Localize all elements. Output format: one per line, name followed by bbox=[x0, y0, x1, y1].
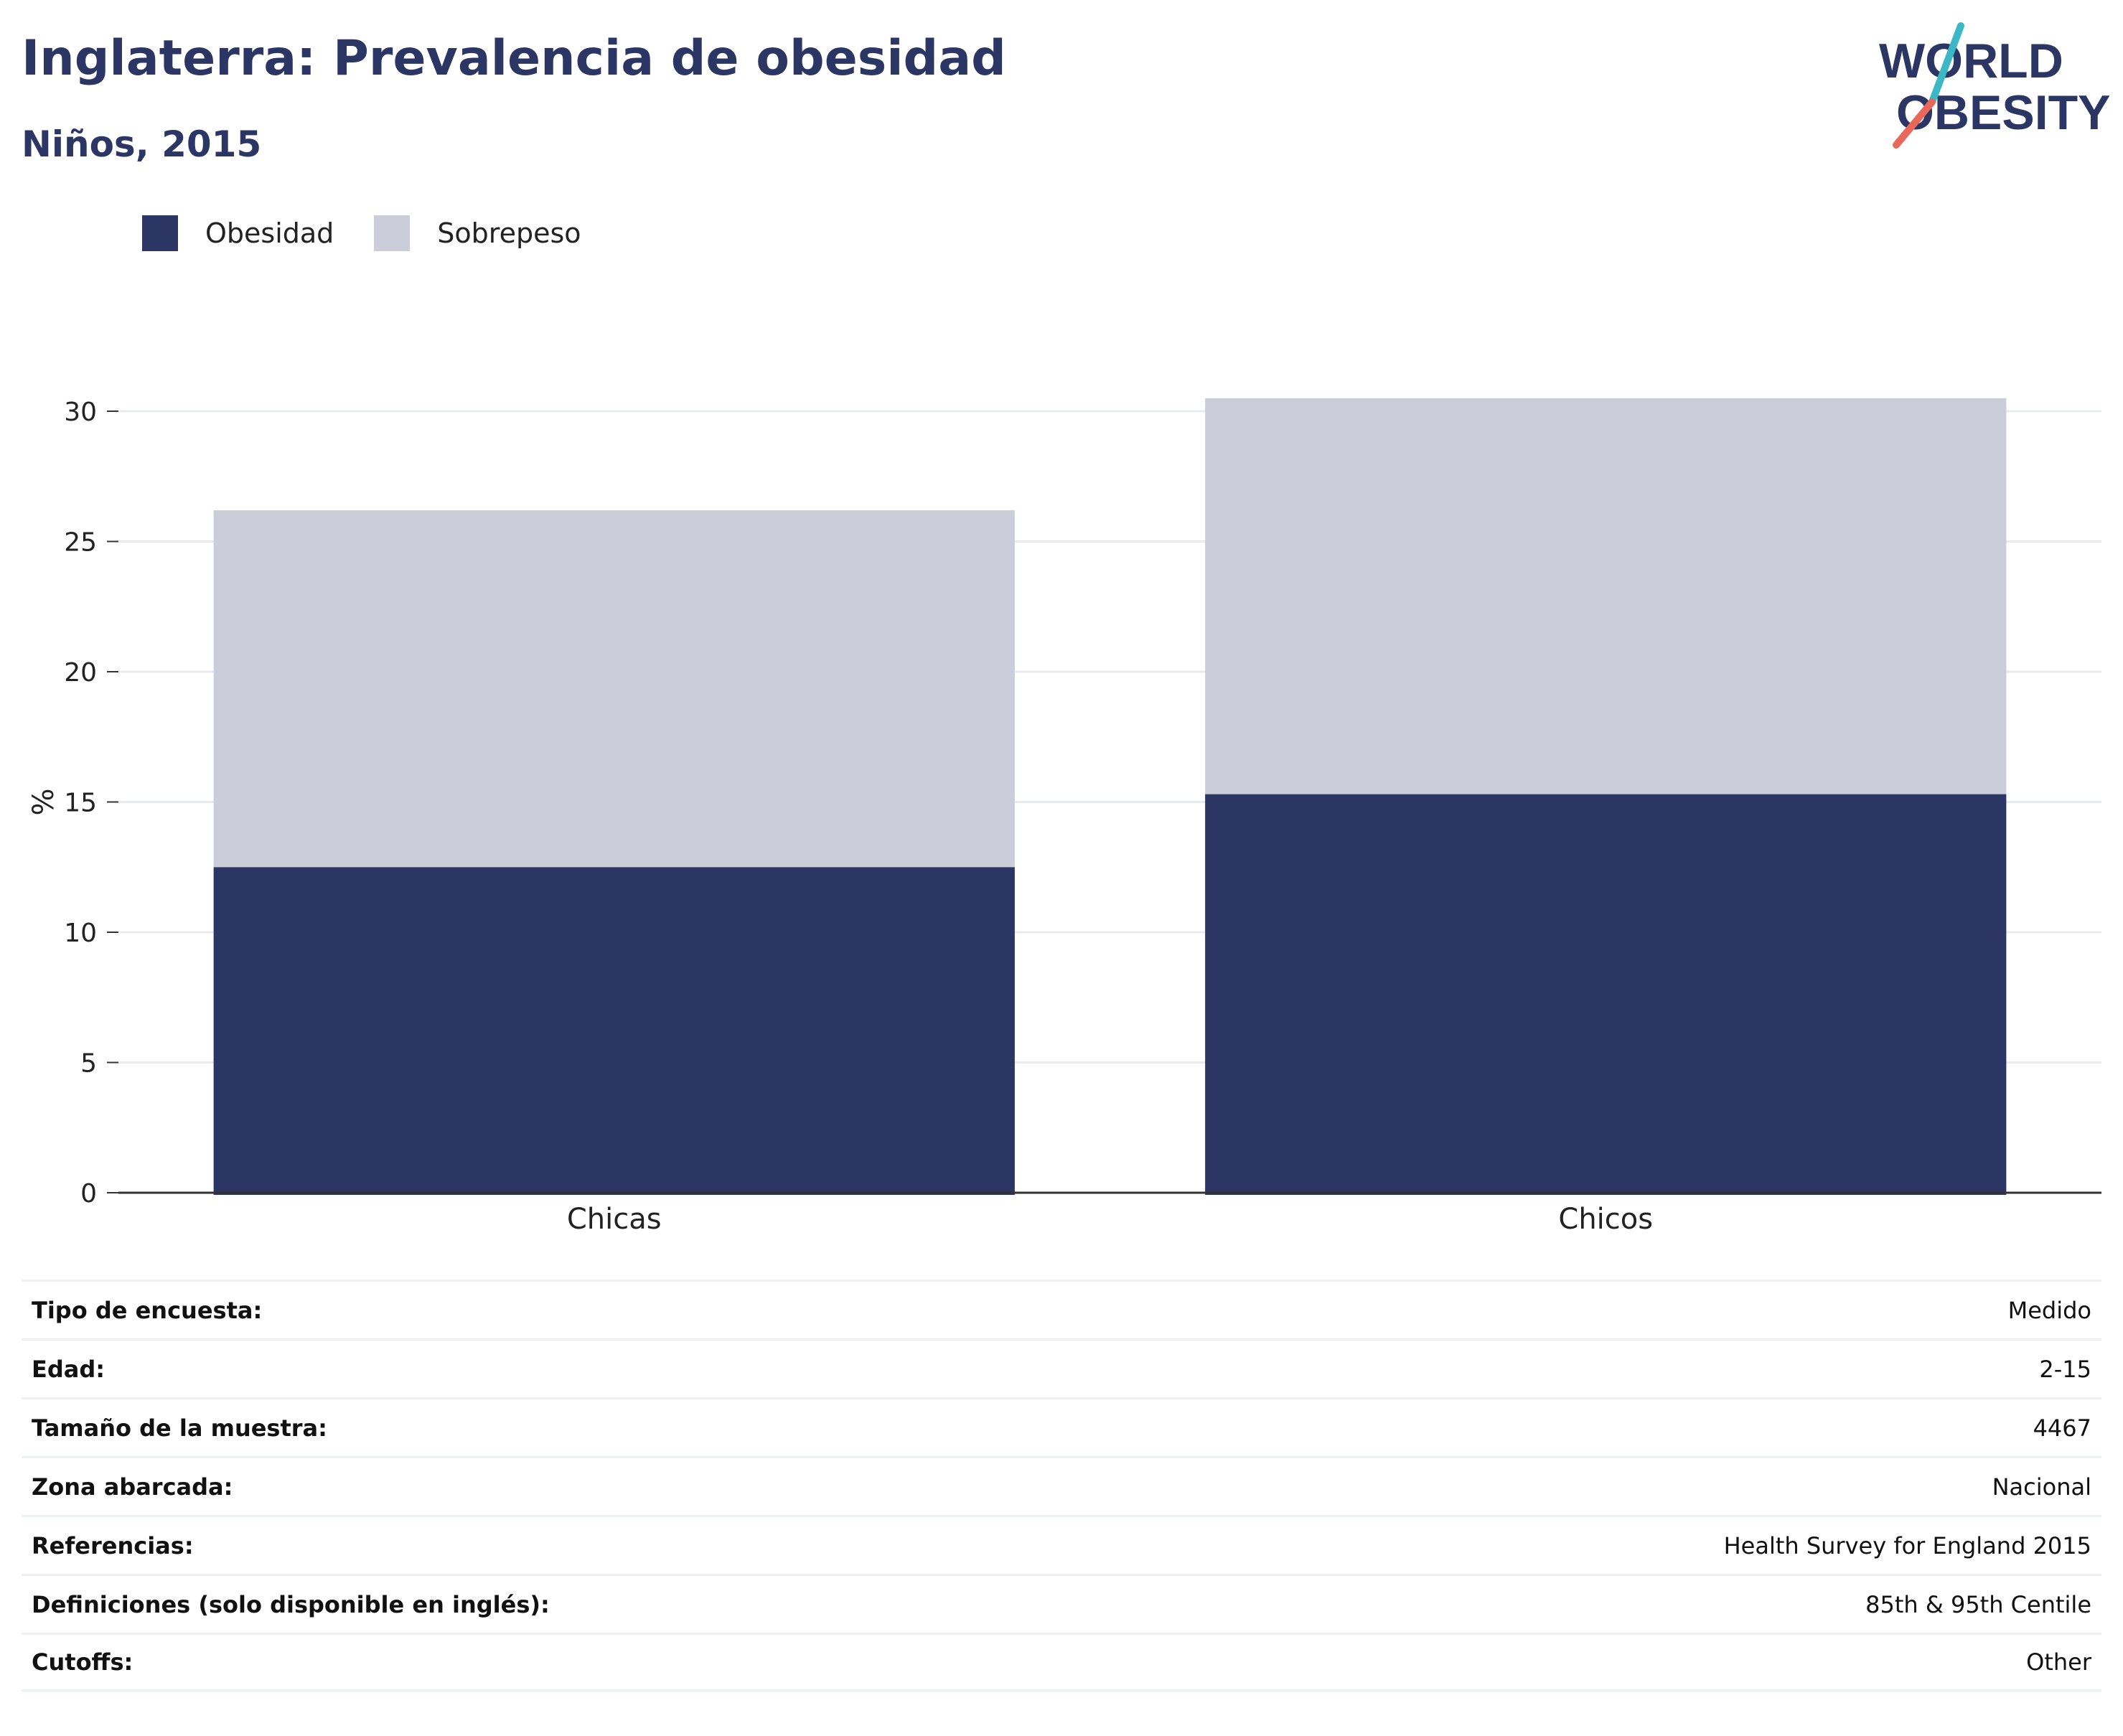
legend-label-sobrepeso: Sobrepeso bbox=[437, 217, 581, 249]
bar-sobrepeso-chicos bbox=[1205, 398, 2007, 794]
info-label: Referencias: bbox=[32, 1531, 194, 1559]
info-label: Tamaño de la muestra: bbox=[32, 1414, 327, 1442]
info-label: Definiciones (solo disponible en inglés)… bbox=[32, 1590, 550, 1618]
bar-sobrepeso-chicas bbox=[213, 510, 1015, 868]
info-value: Health Survey for England 2015 bbox=[1723, 1531, 2091, 1559]
info-row: Zona abarcada: Nacional bbox=[22, 1456, 2101, 1515]
info-value: 85th & 95th Centile bbox=[1865, 1590, 2091, 1618]
chart-title: Inglaterra: Prevalencia de obesidad bbox=[22, 30, 1006, 87]
stacked-bar-chart: 0 5 10 15 20 25 30% Chicas Chicos bbox=[27, 398, 2101, 1236]
y-axis-label: % bbox=[27, 788, 60, 815]
y-tick-label: 5 bbox=[80, 1049, 97, 1079]
info-value: Other bbox=[2026, 1648, 2091, 1676]
y-tick-label: 0 bbox=[80, 1179, 97, 1209]
world-obesity-logo: WORLD OBESITY bbox=[1879, 22, 2110, 149]
legend-item-obesidad[interactable]: Obesidad bbox=[142, 215, 334, 251]
chart-subtitle: Niños, 2015 bbox=[22, 123, 262, 165]
info-row: Definiciones (solo disponible en inglés)… bbox=[22, 1574, 2101, 1633]
info-value: Nacional bbox=[1992, 1473, 2091, 1501]
info-label: Cutoffs: bbox=[32, 1648, 133, 1676]
svg-text:OBESITY: OBESITY bbox=[1896, 85, 2110, 140]
info-row: Referencias: Health Survey for England 2… bbox=[22, 1515, 2101, 1574]
x-tick-label: Chicos bbox=[1558, 1203, 1653, 1236]
legend-swatch-obesidad bbox=[142, 215, 178, 251]
legend-item-sobrepeso[interactable]: Sobrepeso bbox=[374, 215, 581, 251]
info-label: Zona abarcada: bbox=[32, 1473, 233, 1501]
y-tick-label: 10 bbox=[64, 919, 97, 948]
info-row: Tipo de encuesta: Medido bbox=[22, 1280, 2101, 1338]
info-label: Edad: bbox=[32, 1355, 106, 1383]
info-value: 2-15 bbox=[2039, 1355, 2091, 1383]
x-tick-label: Chicas bbox=[567, 1203, 662, 1236]
y-tick-label: 30 bbox=[64, 398, 97, 427]
info-row: Edad: 2-15 bbox=[22, 1338, 2101, 1397]
y-tick-label: 15 bbox=[64, 789, 97, 818]
legend-swatch-sobrepeso bbox=[374, 215, 411, 251]
chart-legend: Obesidad Sobrepeso bbox=[142, 212, 622, 255]
info-row: Cutoffs: Other bbox=[22, 1633, 2101, 1692]
y-tick-label: 20 bbox=[64, 658, 97, 688]
info-value: Medido bbox=[2007, 1296, 2091, 1324]
info-row: Tamaño de la muestra: 4467 bbox=[22, 1397, 2101, 1456]
svg-text:WORLD: WORLD bbox=[1879, 34, 2063, 88]
y-tick-label: 25 bbox=[64, 528, 97, 558]
legend-label-obesidad: Obesidad bbox=[205, 217, 334, 249]
info-label: Tipo de encuesta: bbox=[32, 1296, 263, 1324]
bar-obesidad-chicas bbox=[213, 867, 1015, 1195]
bar-obesidad-chicos bbox=[1205, 794, 2007, 1195]
info-value: 4467 bbox=[2033, 1414, 2091, 1442]
survey-info-table: Tipo de encuesta: Medido Edad: 2-15 Tama… bbox=[22, 1280, 2101, 1692]
